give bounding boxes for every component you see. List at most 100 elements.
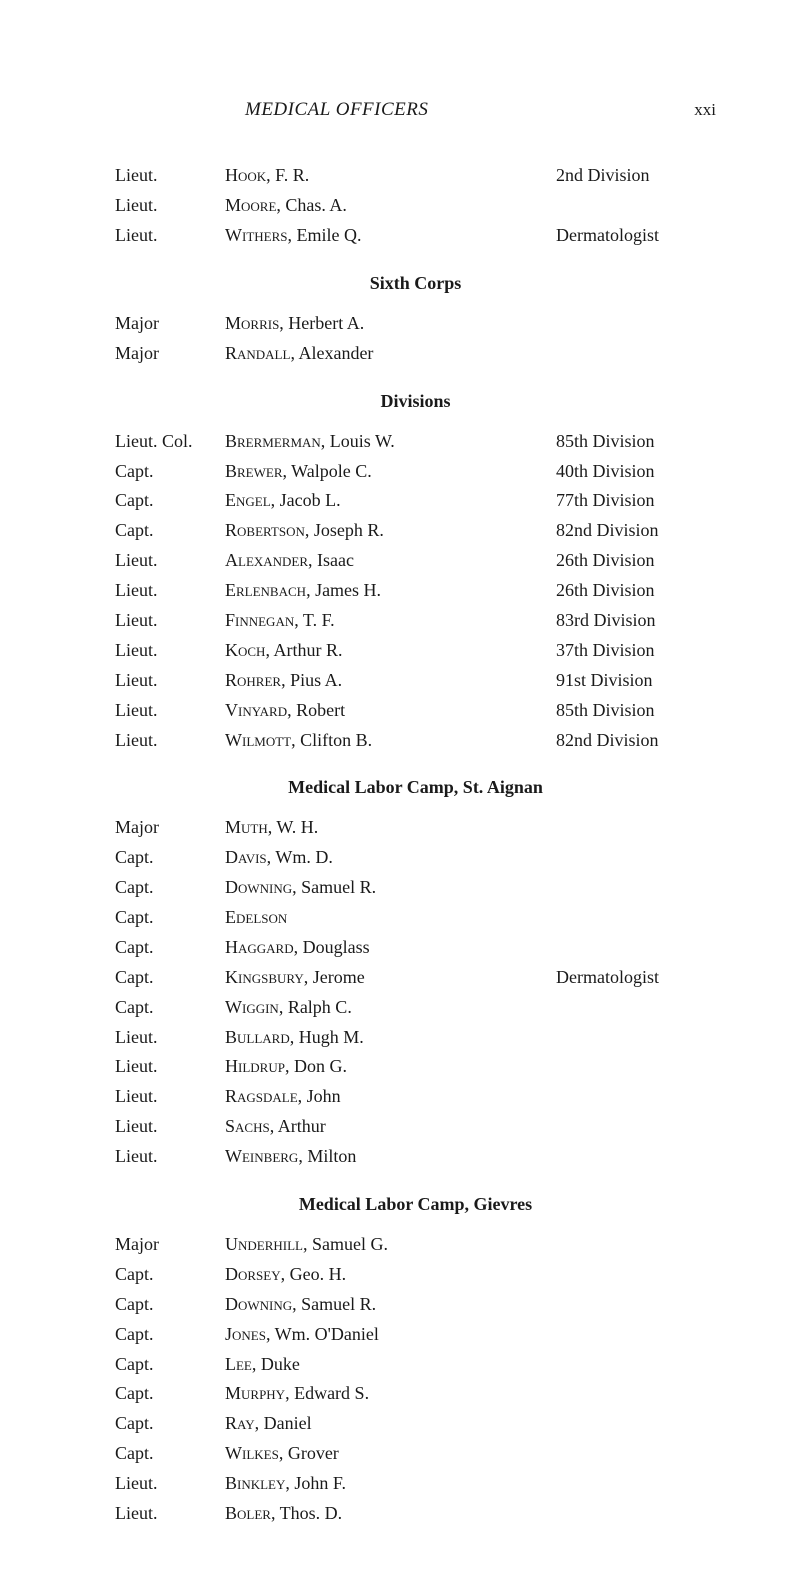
rank: Lieut.: [115, 1500, 225, 1528]
note: 82nd Division: [556, 517, 716, 545]
rank: Major: [115, 1231, 225, 1259]
rank: Capt.: [115, 1351, 225, 1379]
rank: Lieut. Col.: [115, 428, 225, 456]
surname: Robertson: [225, 520, 305, 540]
surname: Ray: [225, 1413, 255, 1433]
officer-name: Downing, Samuel R.: [225, 874, 556, 902]
list-item: Lieut.Finnegan, T. F.83rd Division: [115, 607, 716, 635]
rank: Capt.: [115, 1380, 225, 1408]
surname: Randall: [225, 343, 290, 363]
gievres-list: MajorUnderhill, Samuel G.Capt.Dorsey, Ge…: [115, 1231, 716, 1528]
surname: Boler: [225, 1503, 271, 1523]
officer-name: Randall, Alexander: [225, 340, 556, 368]
note: [556, 1321, 716, 1349]
surname: Ragsdale: [225, 1086, 298, 1106]
note: [556, 1380, 716, 1408]
note: 26th Division: [556, 547, 716, 575]
list-item: Lieut.Boler, Thos. D.: [115, 1500, 716, 1528]
name-rest: , Duke: [252, 1354, 300, 1374]
officer-name: Muth, W. H.: [225, 814, 556, 842]
list-item: Capt.Ray, Daniel: [115, 1410, 716, 1438]
note: 2nd Division: [556, 162, 716, 190]
officer-name: Wiggin, Ralph C.: [225, 994, 556, 1022]
note: 40th Division: [556, 458, 716, 486]
section-heading-gievres: Medical Labor Camp, Gievres: [115, 1191, 716, 1219]
name-rest: , Robert: [287, 700, 345, 720]
rank: Lieut.: [115, 667, 225, 695]
surname: Wiggin: [225, 997, 279, 1017]
officer-name: Wilmott, Clifton B.: [225, 727, 556, 755]
surname: Morris: [225, 313, 279, 333]
rank: Capt.: [115, 458, 225, 486]
officer-name: Boler, Thos. D.: [225, 1500, 556, 1528]
surname: Koch: [225, 640, 265, 660]
list-item: Lieut.Hook, F. R.2nd Division: [115, 162, 716, 190]
surname: Dorsey: [225, 1264, 281, 1284]
surname: Lee: [225, 1354, 252, 1374]
name-rest: , Jerome: [304, 967, 365, 987]
list-item: MajorMuth, W. H.: [115, 814, 716, 842]
note: [556, 1440, 716, 1468]
note: Dermatologist: [556, 222, 716, 250]
name-rest: , Ralph C.: [279, 997, 352, 1017]
surname: Muth: [225, 817, 268, 837]
surname: Haggard: [225, 937, 294, 957]
list-item: Capt.Edelson: [115, 904, 716, 932]
list-item: Lieut. Col.Brermerman, Louis W.85th Divi…: [115, 428, 716, 456]
officer-name: Finnegan, T. F.: [225, 607, 556, 635]
name-rest: , Herbert A.: [279, 313, 364, 333]
officer-name: Koch, Arthur R.: [225, 637, 556, 665]
officer-name: Bullard, Hugh M.: [225, 1024, 556, 1052]
divisions-list: Lieut. Col.Brermerman, Louis W.85th Divi…: [115, 428, 716, 755]
name-rest: , James H.: [306, 580, 381, 600]
list-item: Capt.Downing, Samuel R.: [115, 874, 716, 902]
name-rest: , Arthur: [270, 1116, 326, 1136]
rank: Lieut.: [115, 192, 225, 220]
officer-name: Brewer, Walpole C.: [225, 458, 556, 486]
list-item: MajorRandall, Alexander: [115, 340, 716, 368]
name-rest: , Arthur R.: [265, 640, 342, 660]
name-rest: , W. H.: [268, 817, 319, 837]
surname: Wilkes: [225, 1443, 279, 1463]
surname: Alexander: [225, 550, 308, 570]
surname: Finnegan: [225, 610, 294, 630]
surname: Jones: [225, 1324, 266, 1344]
list-item: Capt.Wiggin, Ralph C.: [115, 994, 716, 1022]
rank: Capt.: [115, 934, 225, 962]
list-item: Lieut.Wilmott, Clifton B.82nd Division: [115, 727, 716, 755]
list-item: Capt.Jones, Wm. O'Daniel: [115, 1321, 716, 1349]
note: [556, 904, 716, 932]
name-rest: , Douglass: [294, 937, 370, 957]
list-item: Capt.Haggard, Douglass: [115, 934, 716, 962]
note: [556, 1261, 716, 1289]
rank: Lieut.: [115, 1053, 225, 1081]
surname: Underhill: [225, 1234, 303, 1254]
officer-name: Hook, F. R.: [225, 162, 556, 190]
note: [556, 994, 716, 1022]
surname: Downing: [225, 877, 292, 897]
list-item: Lieut.Sachs, Arthur: [115, 1113, 716, 1141]
rank: Capt.: [115, 844, 225, 872]
note: [556, 1083, 716, 1111]
officer-name: Downing, Samuel R.: [225, 1291, 556, 1319]
officer-name: Haggard, Douglass: [225, 934, 556, 962]
officer-name: Lee, Duke: [225, 1351, 556, 1379]
list-item: Capt.Murphy, Edward S.: [115, 1380, 716, 1408]
name-rest: , Don G.: [285, 1056, 347, 1076]
list-item: MajorUnderhill, Samuel G.: [115, 1231, 716, 1259]
officer-name: Kingsbury, Jerome: [225, 964, 556, 992]
rank: Capt.: [115, 1321, 225, 1349]
note: [556, 1024, 716, 1052]
surname: Engel: [225, 490, 271, 510]
name-rest: , Louis W.: [321, 431, 395, 451]
rank: Lieut.: [115, 727, 225, 755]
list-item: Capt.Dorsey, Geo. H.: [115, 1261, 716, 1289]
note: [556, 1500, 716, 1528]
surname: Binkley: [225, 1473, 285, 1493]
name-rest: , T. F.: [294, 610, 334, 630]
officer-name: Moore, Chas. A.: [225, 192, 556, 220]
name-rest: , John F.: [285, 1473, 346, 1493]
note: [556, 934, 716, 962]
officer-name: Dorsey, Geo. H.: [225, 1261, 556, 1289]
note: 77th Division: [556, 487, 716, 515]
